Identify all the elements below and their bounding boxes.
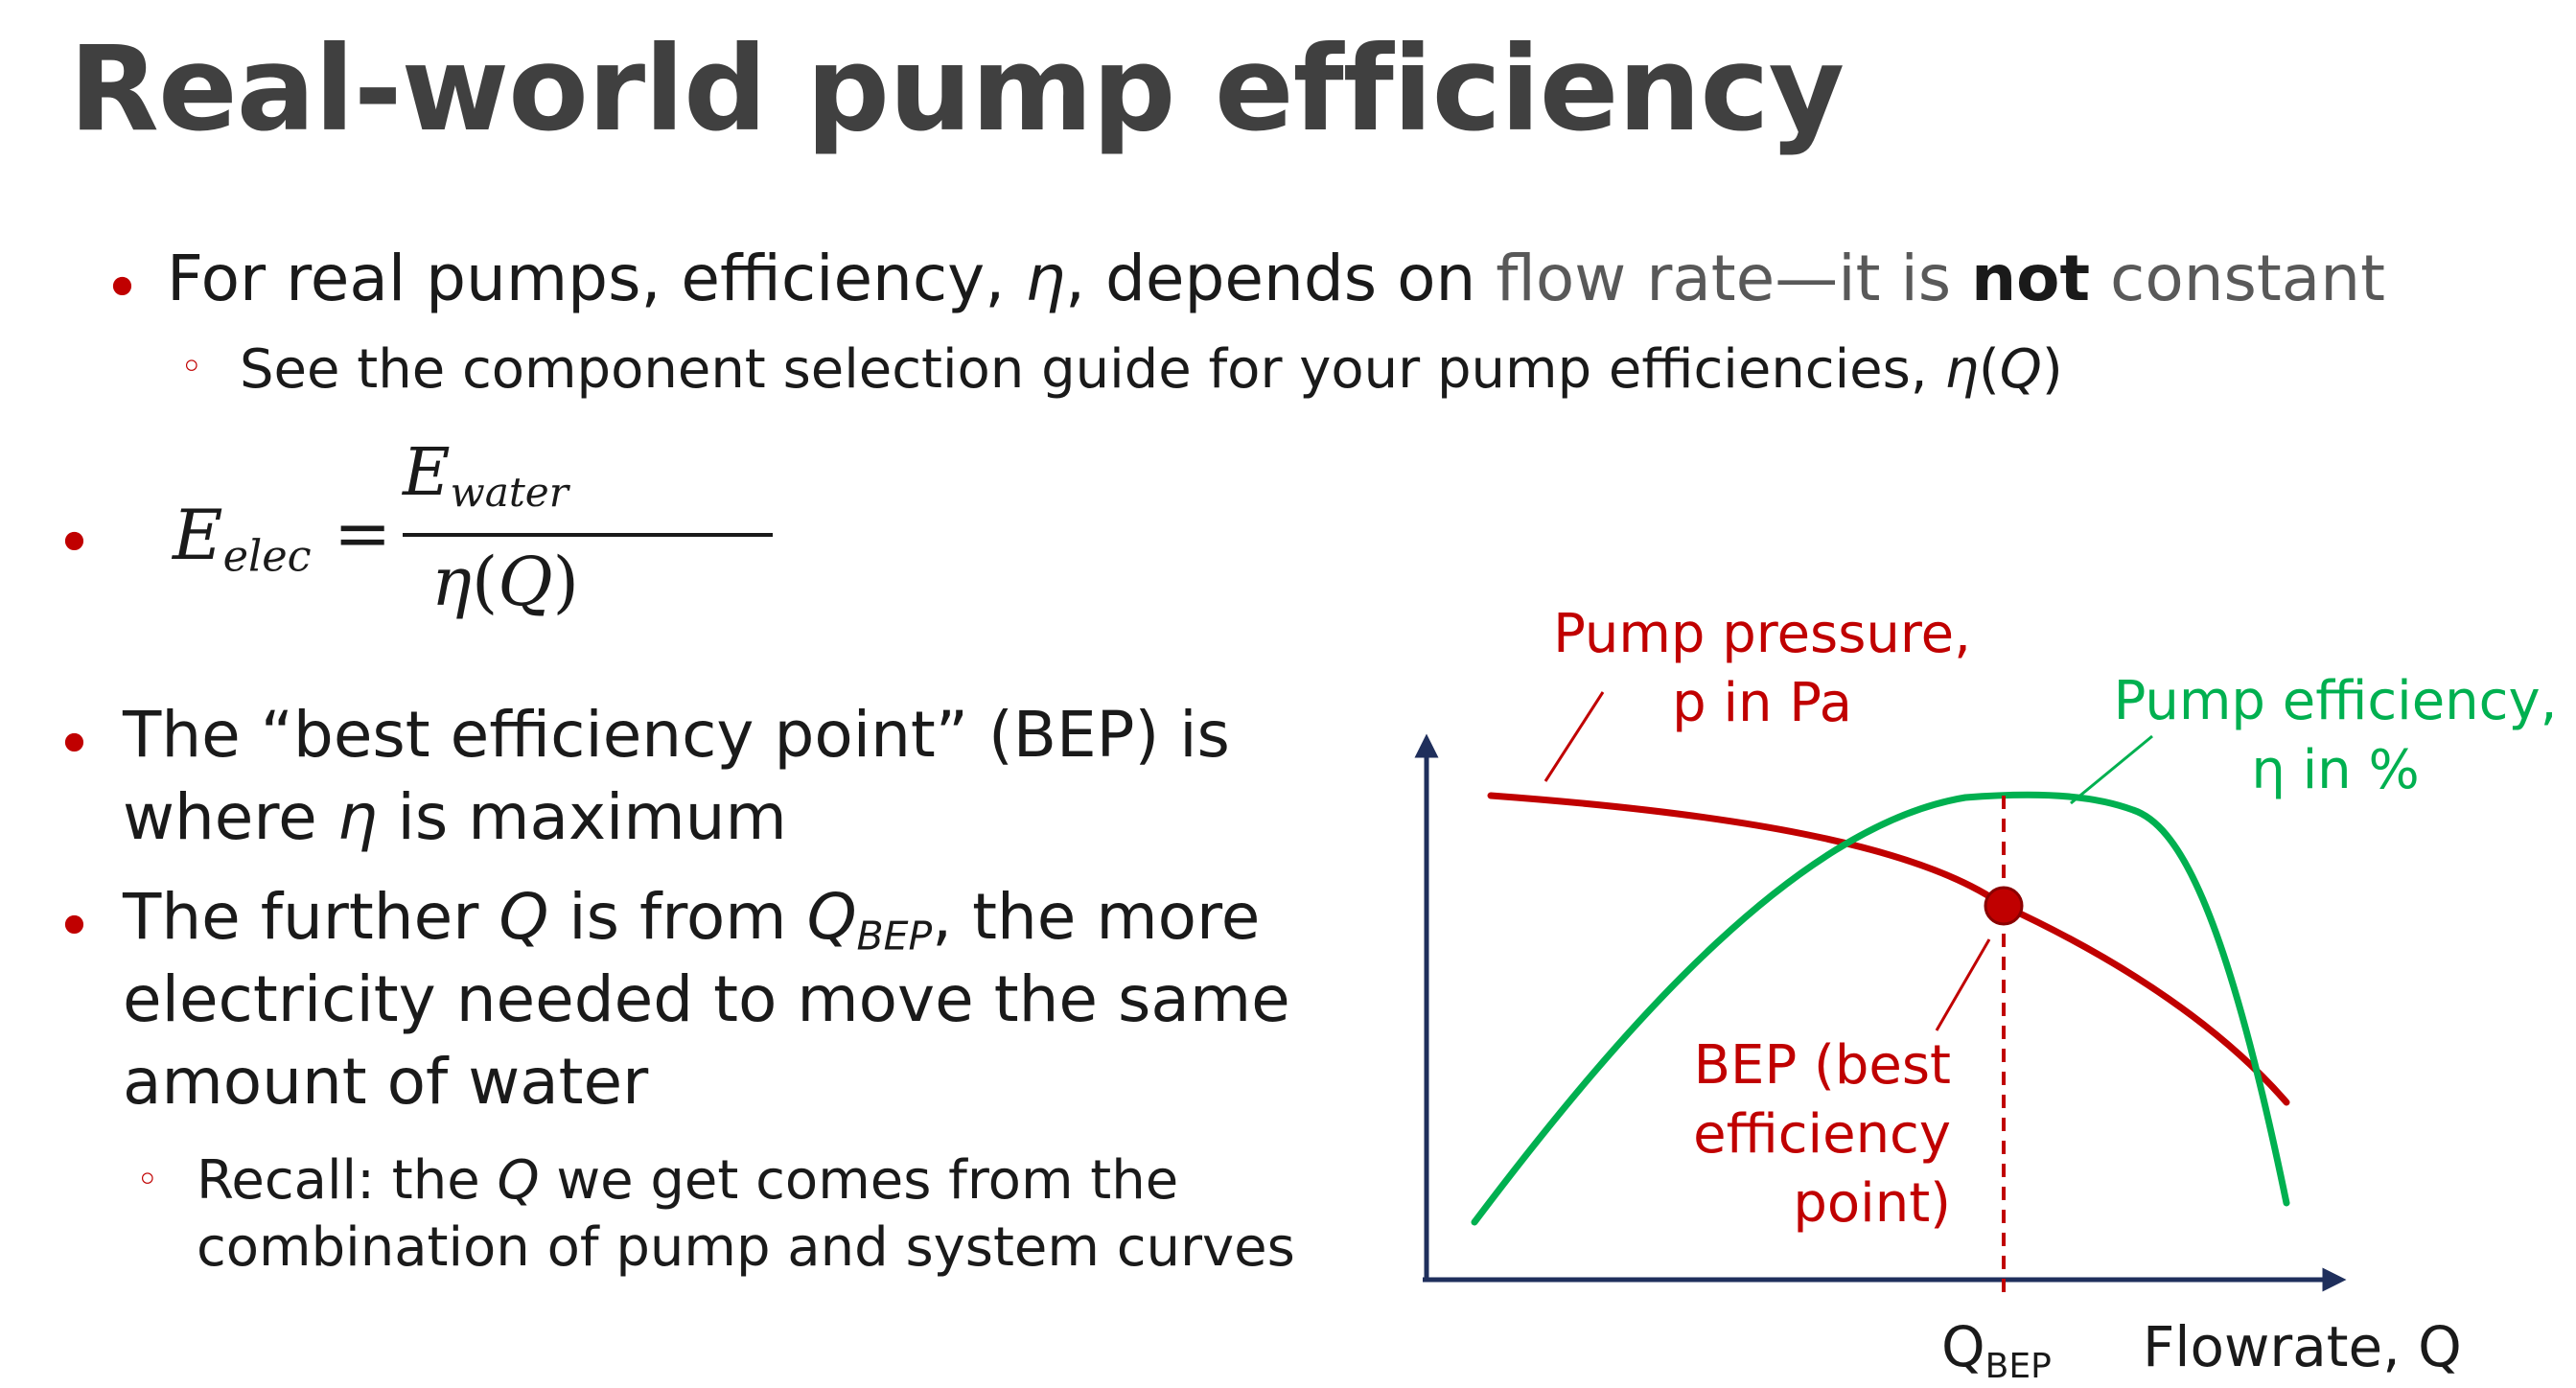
bullet4-text-c: , the more — [932, 880, 1261, 954]
bullet1-text-d: constant — [2090, 242, 2385, 315]
equation-lhs-sub: elec — [222, 531, 312, 582]
bullet-bep-line2: where η is maximum — [123, 786, 787, 849]
x-axis-label: Flowrate, Q — [2143, 1314, 2462, 1379]
bullet-dot-icon: • — [104, 251, 141, 325]
bullet1-bold-not: not — [1971, 242, 2091, 315]
equation-den-eta: η — [431, 543, 472, 621]
sub1-open: ( — [1978, 338, 2000, 401]
bep-label-line2: efficiency — [1693, 1103, 1951, 1166]
bep-label-line1: BEP (best — [1694, 1034, 1951, 1097]
sub-bullet-circle-icon: ◦ — [180, 345, 203, 389]
sub-bullet-circle-icon: ◦ — [136, 1158, 159, 1202]
bullet-dot-icon: • — [56, 890, 93, 963]
equation-num-sub: water — [450, 468, 569, 516]
sub-bullet-recall-line2: combination of pump and system curves — [197, 1216, 1295, 1279]
bullet-dot-icon: • — [56, 707, 93, 781]
sub1-q: Q — [1999, 338, 2042, 401]
equation-equals: = — [334, 493, 392, 573]
equation-den-q: Q — [498, 543, 553, 621]
bullet4-qbep: Q — [806, 880, 857, 954]
bep-label-line3: point) — [1793, 1172, 1951, 1235]
sub2-text-b: we get comes from the — [539, 1149, 1179, 1212]
sub1-text: See the component selection guide for yo… — [240, 338, 1945, 401]
fraction-bar — [403, 533, 773, 537]
sub1-eta: η — [1944, 338, 1979, 401]
pump-efficiency-label-line1: Pump efficiency, — [2114, 670, 2558, 732]
bullet1-eta: η — [1025, 242, 1066, 315]
equation-num-var: E — [403, 435, 451, 511]
pressure-leader-line — [1543, 691, 1605, 782]
bullet-bep-line1: The “best efficiency point” (BEP) is — [123, 698, 1230, 772]
bullet1-text-a: For real pumps, efficiency, — [167, 242, 1026, 315]
bullet1-text-b: , depends on — [1065, 242, 1497, 315]
bullet-further-line2: electricity needed to move the same — [123, 962, 1290, 1036]
q-bep-tick-label: QBEP — [1941, 1314, 2052, 1386]
efficiency-equation: Eelec = Ewater η(Q) — [173, 441, 773, 633]
bep-point-marker — [1984, 886, 2024, 926]
bullet-dot-icon: • — [56, 506, 93, 580]
bullet-efficiency-depends: For real pumps, efficiency, η, depends o… — [167, 247, 2385, 311]
sub2-q: Q — [497, 1149, 540, 1212]
sub-bullet-recall-line1: Recall: the Q we get comes from the — [197, 1154, 1178, 1208]
bullet-further-line3: amount of water — [123, 1045, 649, 1119]
q-bep-tick-q: Q — [1941, 1314, 1985, 1379]
pump-efficiency-label-line2: η in % — [2251, 739, 2419, 801]
page-title: Real-world pump efficiency — [69, 21, 1845, 157]
equation-den-open: ( — [471, 543, 499, 621]
sub2-text-a: Recall: the — [197, 1149, 498, 1212]
bullet3-eta: η — [337, 780, 378, 854]
sub1-close: ) — [2041, 338, 2063, 401]
bullet1-text-c: flow rate—it is — [1496, 242, 1972, 315]
bullet4-qbep-sub: BEP — [856, 913, 933, 960]
bullet4-text-a: The further — [123, 880, 499, 954]
equation-den-close: ) — [552, 543, 579, 621]
bullet4-text-b: is from — [548, 880, 807, 954]
bullet4-q: Q — [499, 880, 549, 954]
pump-pressure-label-line2: p in Pa — [1672, 672, 1852, 734]
equation-denominator: η(Q) — [431, 548, 579, 615]
equation-lhs-var: E — [173, 495, 223, 575]
bullet-further-line1: The further Q is from QBEP, the more — [123, 886, 1260, 956]
sub-bullet-selection-guide: See the component selection guide for yo… — [240, 343, 2063, 397]
bullet3-text-b: is maximum — [377, 780, 787, 854]
bep-leader-line — [1935, 938, 1991, 1031]
pump-efficiency-curve — [1471, 791, 2290, 1226]
equation-numerator: Ewater — [403, 441, 569, 513]
q-bep-tick-sub: BEP — [1985, 1347, 2052, 1386]
bullet3-text-a: where — [123, 780, 337, 854]
pump-pressure-label-line1: Pump pressure, — [1553, 603, 1971, 665]
efficiency-leader-line — [2070, 734, 2153, 805]
